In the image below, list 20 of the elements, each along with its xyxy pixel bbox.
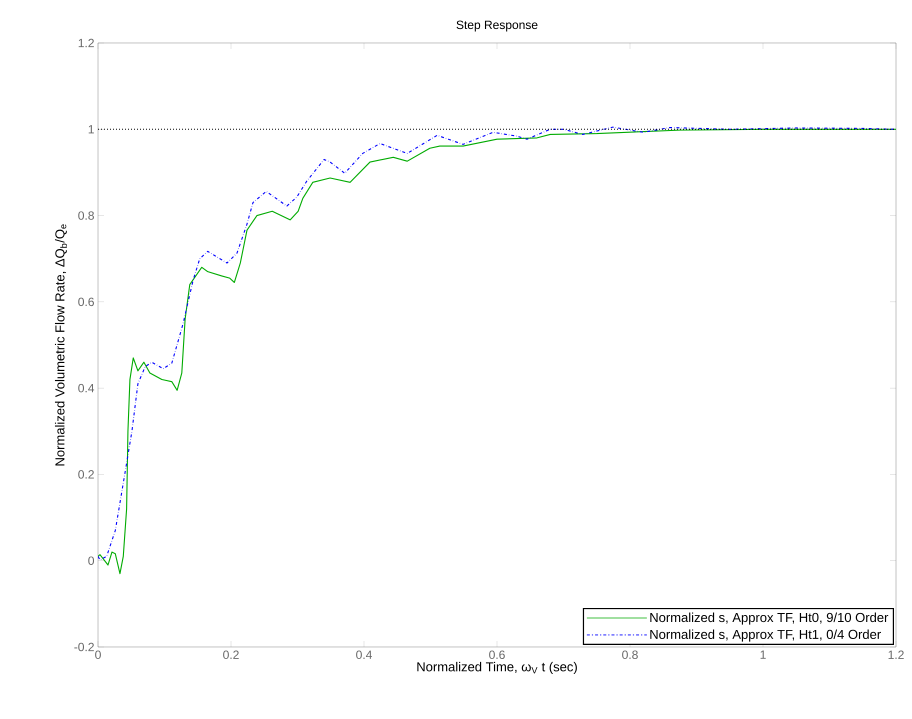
y-tick-label: 0.8 <box>78 211 94 220</box>
y-tick-label: 1.2 <box>78 38 94 48</box>
x-tick-label: 1 <box>760 650 766 659</box>
legend-label: Normalized s, Approx TF, Ht0, 9/10 Order <box>650 612 888 625</box>
y-axis-title: Normalized Volumetric Flow Rate, ΔQ$_{b}$/Q$_{e}$ <box>54 224 67 466</box>
y-tick-label: -0.2 <box>74 642 94 652</box>
chart-title: Step Response <box>456 20 538 32</box>
y-tick-label: 0.6 <box>78 298 94 306</box>
x-axis-title: Normalized Time, ω$_{V}$ t (sec) <box>417 662 577 674</box>
x-tick-label: 0 <box>95 650 101 660</box>
y-tick-label: 0.2 <box>78 470 94 479</box>
x-tick-label: 0.2 <box>223 650 239 660</box>
x-tick-label: 0.8 <box>622 650 638 660</box>
x-tick-label: 0.6 <box>489 650 505 660</box>
x-tick-label: 0.4 <box>356 650 372 660</box>
x-tick-label: 1.2 <box>888 650 904 659</box>
y-tick-label: 0 <box>88 556 94 565</box>
legend-label: Normalized s, Approx TF, Ht1, 0/4 Order <box>650 629 881 642</box>
y-tick-label: 0.4 <box>78 384 94 392</box>
y-tick-label: 1 <box>88 125 94 134</box>
